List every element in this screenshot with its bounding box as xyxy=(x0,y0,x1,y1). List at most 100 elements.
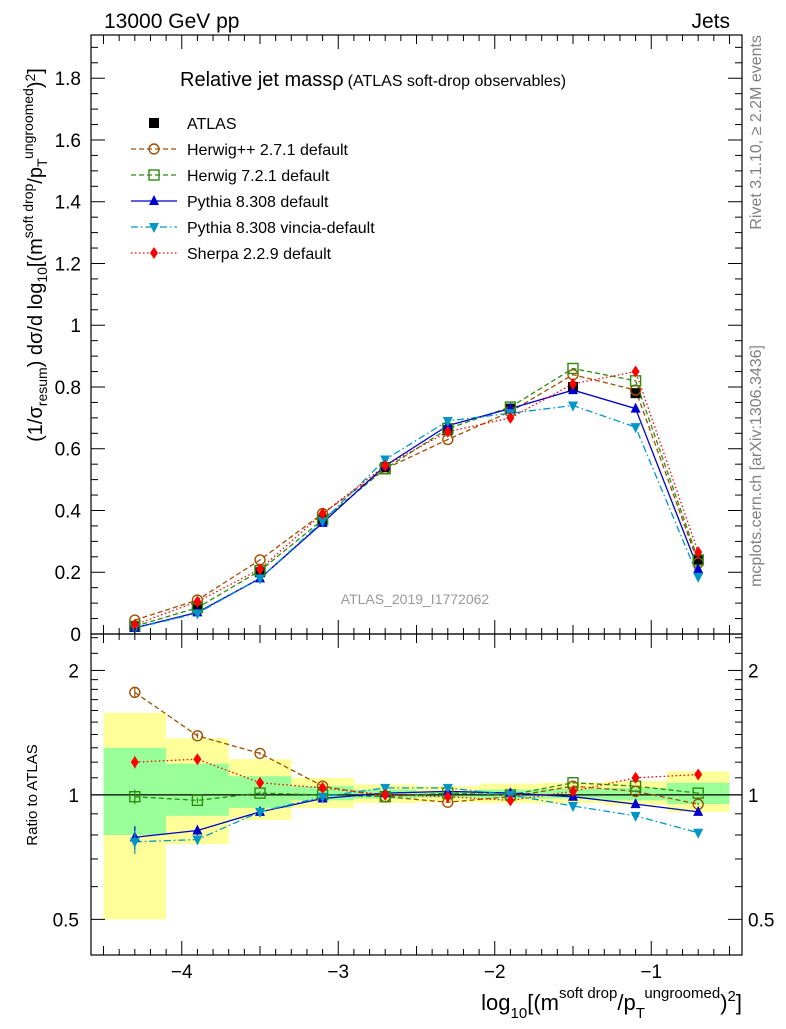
legend-marker xyxy=(149,118,159,128)
ratio-data-point xyxy=(318,781,327,794)
ratio-data-point xyxy=(255,807,266,818)
main-y-tick-label: 0.6 xyxy=(55,440,81,461)
ratio-data-point xyxy=(191,730,204,742)
ratio-data-point xyxy=(694,768,703,781)
main-data-point xyxy=(693,572,704,583)
main-data-point xyxy=(317,517,328,528)
ratio-series-line xyxy=(134,758,699,802)
legend-marker xyxy=(149,223,159,233)
main-data-point xyxy=(255,574,266,585)
ratio-y-tick-label-right: 2 xyxy=(748,661,759,682)
ratio-data-point xyxy=(317,792,328,803)
main-data-point xyxy=(193,595,202,608)
ratio-data-point xyxy=(630,798,641,809)
main-series-line xyxy=(134,389,699,629)
main-data-point xyxy=(630,388,641,399)
ratio-series-line xyxy=(134,782,699,802)
main-data-point xyxy=(442,416,453,427)
header-right: Jets xyxy=(691,10,730,33)
main-data-point xyxy=(630,402,641,413)
ratio-series-line xyxy=(134,691,699,805)
ratio-data-point xyxy=(442,783,453,794)
legend-label: Sherpa 2.2.9 default xyxy=(187,246,332,263)
ratio-data-point xyxy=(254,747,266,760)
ratio-data-point xyxy=(256,776,265,789)
ratio-data-point xyxy=(506,794,515,807)
main-data-point xyxy=(631,365,640,378)
main-data-point xyxy=(694,546,703,559)
ratio-y-tick-label: 1 xyxy=(68,786,79,807)
ratio-series-line xyxy=(134,790,699,838)
main-data-point xyxy=(567,401,578,412)
analysis-label: ATLAS_2019_I1772062 xyxy=(341,591,490,607)
x-tick-label: −2 xyxy=(484,962,506,983)
ratio-data-point xyxy=(381,788,390,801)
main-y-tick-label: 1.6 xyxy=(55,131,81,152)
main-data-point xyxy=(256,563,265,576)
legend-label: Herwig++ 2.7.1 default xyxy=(187,142,349,159)
ratio-data-point xyxy=(631,771,640,784)
main-data-point xyxy=(693,563,704,574)
ratio-y-tick-label-right: 0.5 xyxy=(748,910,774,931)
main-series-line xyxy=(134,367,699,627)
ratio-data-point xyxy=(192,824,203,835)
legend-label: Pythia 8.308 vincia-default xyxy=(187,220,375,237)
main-y-tick-label: 1.4 xyxy=(55,193,82,214)
main-y-tick-label: 0.4 xyxy=(55,501,82,522)
main-series-line xyxy=(134,373,699,621)
main-data-point xyxy=(443,425,452,438)
chart-subtitle: (ATLAS soft-drop observables) xyxy=(348,73,566,90)
main-data-point xyxy=(318,507,327,520)
main-data-point xyxy=(381,459,390,472)
ratio-data-point xyxy=(568,785,577,798)
legend-marker xyxy=(148,169,160,181)
ratio-band-inner xyxy=(604,787,667,801)
main-data-point xyxy=(568,377,577,390)
ratio-data-point xyxy=(693,828,704,839)
legend-label: Herwig 7.2.1 default xyxy=(187,168,330,185)
x-tick-label: −1 xyxy=(640,962,662,983)
ratio-data-point xyxy=(130,756,139,769)
chart-title-main: Relative jet massρ xyxy=(180,69,344,91)
ratio-data-point xyxy=(129,837,140,848)
ratio-data-point xyxy=(191,794,204,807)
main-y-tick-label: 0.8 xyxy=(55,378,81,399)
main-data-point xyxy=(629,384,642,396)
main-y-tick-label: 1.2 xyxy=(55,254,81,275)
legend-label: ATLAS xyxy=(187,116,237,133)
ratio-data-point xyxy=(380,783,391,794)
legend-marker xyxy=(148,143,160,155)
ratio-data-point xyxy=(443,790,452,803)
ratio-series-line xyxy=(134,787,699,843)
main-data-point xyxy=(693,554,704,565)
ratio-y-axis-label: Ratio to ATLAS xyxy=(24,744,41,845)
ratio-data-point xyxy=(630,811,641,822)
legend-marker xyxy=(150,247,158,259)
main-data-point xyxy=(130,618,139,631)
ratio-data-point xyxy=(193,753,202,766)
mcplots-label: mcplots.cern.ch [arXiv:1306.3436] xyxy=(748,345,765,587)
ratio-data-point xyxy=(567,802,578,813)
ratio-band-inner xyxy=(166,763,229,816)
ratio-y-tick-label: 0.5 xyxy=(53,910,79,931)
ratio-data-point xyxy=(692,787,704,799)
ratio-y-tick-label: 2 xyxy=(68,661,79,682)
main-y-tick-label: 1.8 xyxy=(55,69,81,90)
legend-marker xyxy=(149,195,159,205)
main-y-tick-label: 0.2 xyxy=(55,563,81,584)
main-data-point xyxy=(506,411,515,424)
header-left: 13000 GeV pp xyxy=(104,10,239,33)
main-y-tick-label: 0 xyxy=(70,625,81,646)
ratio-y-tick-label-right: 1 xyxy=(748,786,759,807)
chart-title: Relative jet massρ (ATLAS soft-drop obser… xyxy=(180,69,566,91)
ratio-data-point xyxy=(693,805,704,816)
ratio-data-point xyxy=(129,791,141,803)
ratio-data-point xyxy=(192,835,203,846)
main-data-point xyxy=(192,609,203,620)
legend-label: Pythia 8.308 default xyxy=(187,194,329,211)
x-tick-label: −4 xyxy=(171,962,193,983)
rivet-label: Rivet 3.1.10, ≥ 2.2M events xyxy=(748,35,765,230)
ratio-data-point xyxy=(129,686,141,699)
